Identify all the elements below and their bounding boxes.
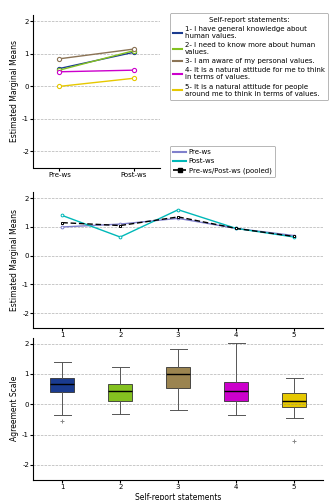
Bar: [224, 382, 248, 400]
Bar: [108, 384, 133, 400]
Bar: [166, 367, 190, 388]
Y-axis label: Estimated Marginal Means: Estimated Marginal Means: [10, 40, 19, 142]
X-axis label: Self-report statements: Self-report statements: [135, 493, 221, 500]
Bar: [282, 392, 306, 406]
Bar: [50, 378, 75, 392]
Y-axis label: Agreement Scale: Agreement Scale: [10, 376, 19, 442]
Legend: 1- I have general knowledge about
human values., 2- I need to know more about hu: 1- I have general knowledge about human …: [170, 14, 328, 100]
X-axis label: Self-report statements: Self-report statements: [135, 340, 221, 349]
Y-axis label: Estimated Marginal Means: Estimated Marginal Means: [10, 209, 19, 311]
Legend: Pre-ws, Post-ws, Pre-ws/Post-ws (pooled): Pre-ws, Post-ws, Pre-ws/Post-ws (pooled): [170, 146, 275, 177]
